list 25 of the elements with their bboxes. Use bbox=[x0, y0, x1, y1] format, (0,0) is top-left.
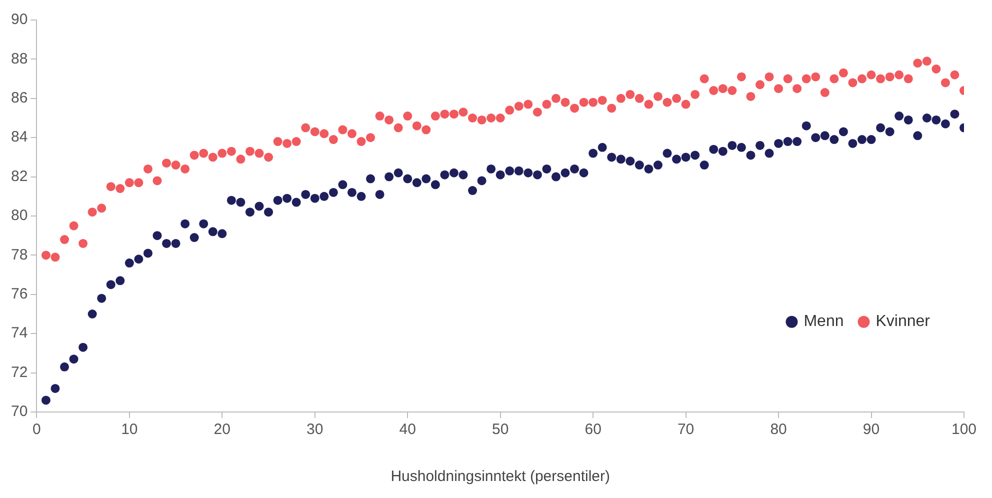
x-tick-label: 50 bbox=[492, 421, 509, 438]
y-tick-label: 84 bbox=[10, 128, 28, 146]
y-tick-label: 86 bbox=[10, 90, 28, 107]
x-tick-label: 60 bbox=[584, 421, 602, 438]
x-tick-label: 80 bbox=[770, 421, 787, 438]
y-tick-label: 88 bbox=[10, 50, 28, 68]
legend-label: Menn bbox=[804, 313, 844, 330]
x-tick-label: 40 bbox=[399, 421, 416, 438]
x-tick-label: 20 bbox=[214, 421, 230, 438]
y-tick-label: 78 bbox=[10, 246, 28, 264]
x-tick-label: 90 bbox=[862, 421, 880, 438]
y-tick-label: 90 bbox=[10, 11, 28, 28]
y-tick-label: 82 bbox=[10, 168, 28, 185]
y-tick-label: 80 bbox=[10, 207, 28, 224]
y-tick-label: 72 bbox=[10, 364, 28, 381]
x-axis-title: Husholdningsinntekt (persentiler) bbox=[390, 468, 610, 486]
x-tick-label: 100 bbox=[951, 421, 977, 438]
legend-label: Kvinner bbox=[876, 313, 931, 330]
y-tick-label: 76 bbox=[10, 286, 28, 303]
x-tick-label: 30 bbox=[306, 421, 324, 438]
x-tick-label: 70 bbox=[677, 421, 694, 438]
y-tick-label: 70 bbox=[10, 403, 28, 420]
y-tick-label: 74 bbox=[10, 324, 28, 342]
x-tick-label: 10 bbox=[121, 421, 138, 438]
x-tick-label: 0 bbox=[32, 421, 41, 438]
